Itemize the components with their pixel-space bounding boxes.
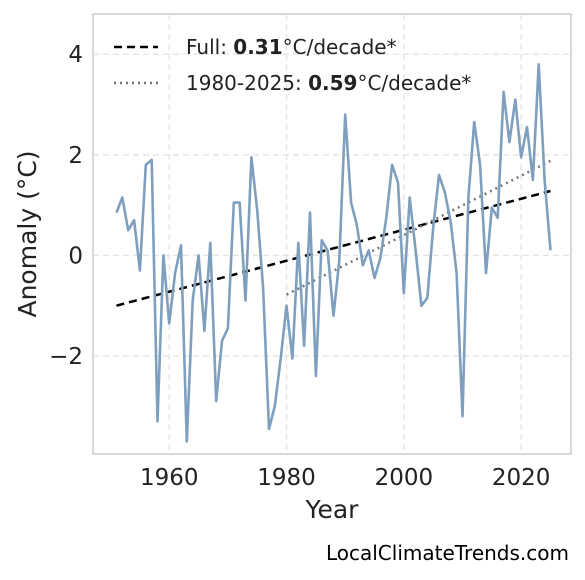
legend-full-suffix: °C/decade* [283, 35, 397, 59]
source-credit: LocalClimateTrends.com [326, 541, 569, 565]
x-axis-label: Year [305, 495, 360, 524]
anomaly-series-line [115, 63, 552, 443]
x-tick-label: 1980 [257, 465, 316, 491]
legend-full-prefix: Full: [186, 35, 233, 59]
plot-area [92, 13, 572, 455]
tick-labels: 1960 1980 2000 2020 4 2 0 −2 [49, 42, 550, 491]
legend-full-value: 0.31 [233, 35, 282, 59]
y-tick-label: −2 [49, 344, 83, 370]
legend-recent-value: 0.59 [308, 71, 357, 95]
legend-entry-full: Full: 0.31°C/decade* [186, 35, 397, 59]
series-lines [115, 63, 552, 443]
legend: Full: 0.31°C/decade* 1980-2025: 0.59°C/d… [114, 35, 471, 95]
legend-recent-prefix: 1980-2025: [186, 71, 308, 95]
y-tick-label: 2 [68, 143, 83, 169]
x-tick-label: 1960 [140, 465, 199, 491]
y-axis-label: Anomaly (°C) [13, 150, 42, 317]
legend-recent-suffix: °C/decade* [357, 71, 471, 95]
y-tick-label: 0 [68, 243, 83, 269]
legend-entry-recent: 1980-2025: 0.59°C/decade* [186, 71, 471, 95]
x-tick-label: 2000 [375, 465, 434, 491]
y-tick-label: 4 [68, 42, 83, 68]
trend-line-full [116, 189, 551, 307]
x-tick-label: 2020 [492, 465, 551, 491]
